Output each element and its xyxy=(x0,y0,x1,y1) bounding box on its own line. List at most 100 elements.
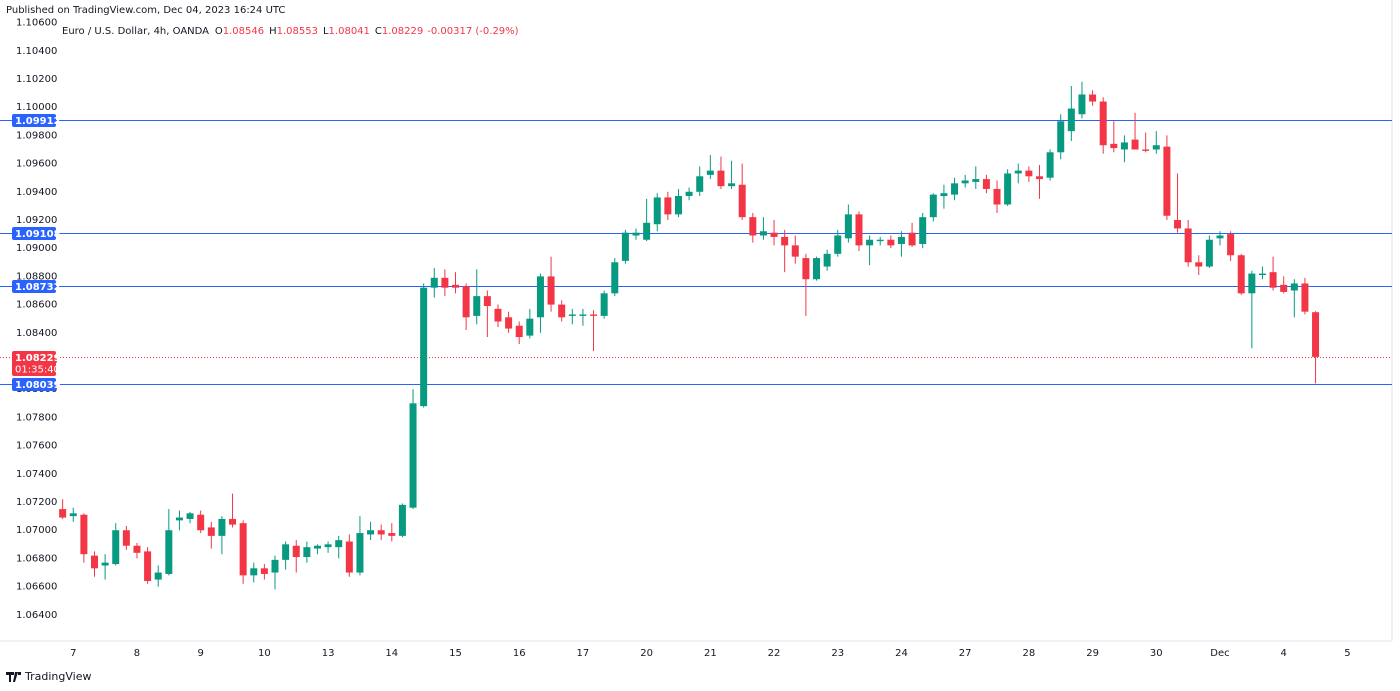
candle-body xyxy=(643,222,651,240)
y-tick-label: 1.07400 xyxy=(16,469,57,480)
candle-body xyxy=(229,518,237,525)
candle-body xyxy=(1184,228,1192,263)
candle-body xyxy=(367,530,375,535)
candle-body xyxy=(175,517,183,521)
candle-body xyxy=(844,214,852,239)
y-tick-label: 1.07200 xyxy=(16,497,57,508)
candle-body xyxy=(621,232,629,261)
candle-body xyxy=(972,179,980,182)
x-tick-label: 29 xyxy=(1086,648,1099,659)
candle-body xyxy=(1258,273,1266,275)
candle-body xyxy=(1142,149,1150,151)
y-tick-label: 1.10400 xyxy=(16,46,57,57)
candle-body xyxy=(144,551,152,582)
y-tick-label: 1.08600 xyxy=(16,300,57,311)
candle-body xyxy=(494,308,502,322)
candle-body xyxy=(919,217,927,244)
candle-body xyxy=(813,258,821,280)
y-tick-label: 1.10600 xyxy=(16,18,57,29)
header-part: C xyxy=(375,26,382,37)
x-tick-label: 24 xyxy=(895,648,908,659)
candle-body xyxy=(536,276,544,318)
y-tick-label: 1.09000 xyxy=(16,243,57,254)
y-tick-label: 1.06600 xyxy=(16,582,57,593)
header-part: -0.00317 (-0.29%) xyxy=(427,26,518,37)
y-tick-label: 1.08400 xyxy=(16,328,57,339)
chart-header: Euro / U.S. Dollar, 4h, OANDA O1.08546 H1.… xyxy=(62,26,519,37)
x-tick-label: 7 xyxy=(70,648,76,659)
candle-body xyxy=(1312,312,1320,357)
candle-body xyxy=(1014,170,1022,174)
candle-body xyxy=(1110,143,1118,149)
x-tick-label: 15 xyxy=(449,648,462,659)
candle-body xyxy=(430,277,438,288)
candle-body xyxy=(728,183,736,187)
candle-body xyxy=(122,530,130,546)
last-price-tag xyxy=(12,351,56,376)
candle-body xyxy=(112,530,120,565)
header-part: Euro / U.S. Dollar, 4h, OANDA xyxy=(62,26,209,37)
candle-body xyxy=(1067,108,1075,132)
y-tick-label: 1.06400 xyxy=(16,610,57,621)
candle-body xyxy=(1078,94,1086,115)
candle-body xyxy=(929,194,937,218)
level-tag xyxy=(12,280,56,293)
x-tick-label: Dec xyxy=(1210,648,1229,659)
candle-body xyxy=(866,239,874,246)
candle-body xyxy=(738,184,746,218)
candle-body xyxy=(186,513,194,519)
y-tick-label: 1.09600 xyxy=(16,159,57,170)
x-tick-label: 22 xyxy=(768,648,781,659)
candle-body xyxy=(1089,94,1097,102)
candle-body xyxy=(1195,262,1203,267)
candle-body xyxy=(250,568,258,576)
candle-body xyxy=(1035,176,1043,180)
candle-body xyxy=(207,527,215,536)
candle-body xyxy=(632,232,640,236)
header-part: 1.08546 xyxy=(223,26,264,37)
candle-body xyxy=(749,217,757,236)
header-part: L xyxy=(323,26,329,37)
candle-body xyxy=(706,170,714,175)
published-note: Published on TradingView.com, Dec 04, 20… xyxy=(6,5,285,16)
candle-body xyxy=(409,403,417,508)
y-tick-label: 1.07600 xyxy=(16,441,57,452)
x-tick-label: 10 xyxy=(258,648,271,659)
header-part: H xyxy=(269,26,277,37)
candle-body xyxy=(1227,234,1235,256)
x-axis: 7 8 9 10 13 14 15 16 17 20 21 22 23 24 27 28 29 30 Dec 4 5 xyxy=(70,648,1351,659)
candle-body xyxy=(547,276,555,305)
candle-body xyxy=(462,286,470,318)
candle-body xyxy=(388,533,396,536)
candle-body xyxy=(80,514,88,555)
candle-body xyxy=(1152,145,1160,150)
candles xyxy=(59,81,1320,590)
candle-body xyxy=(759,231,767,236)
candle-body xyxy=(441,277,449,288)
level-tag-label: 1.09912 xyxy=(15,116,61,127)
y-tick-label: 1.10000 xyxy=(16,102,57,113)
candle-body xyxy=(802,258,810,280)
x-tick-label: 14 xyxy=(385,648,398,659)
candle-body xyxy=(133,545,141,553)
candle-body xyxy=(313,545,321,549)
candle-body xyxy=(590,314,598,316)
candle-body xyxy=(165,530,173,574)
candle-body xyxy=(90,555,98,569)
candle-body xyxy=(1025,170,1033,177)
candle-body xyxy=(1046,152,1054,178)
candle-body xyxy=(1004,173,1012,205)
candle-body xyxy=(717,170,725,187)
candle-body xyxy=(611,262,619,294)
candle-body xyxy=(1163,146,1171,216)
candle-body xyxy=(1099,101,1107,146)
brand-name: TradingView xyxy=(24,670,91,683)
candle-body xyxy=(324,544,332,548)
candle-body xyxy=(335,540,343,548)
candle-body xyxy=(685,191,693,197)
candle-body xyxy=(696,176,704,192)
level-tag xyxy=(12,114,56,127)
candle-body xyxy=(1120,142,1128,150)
